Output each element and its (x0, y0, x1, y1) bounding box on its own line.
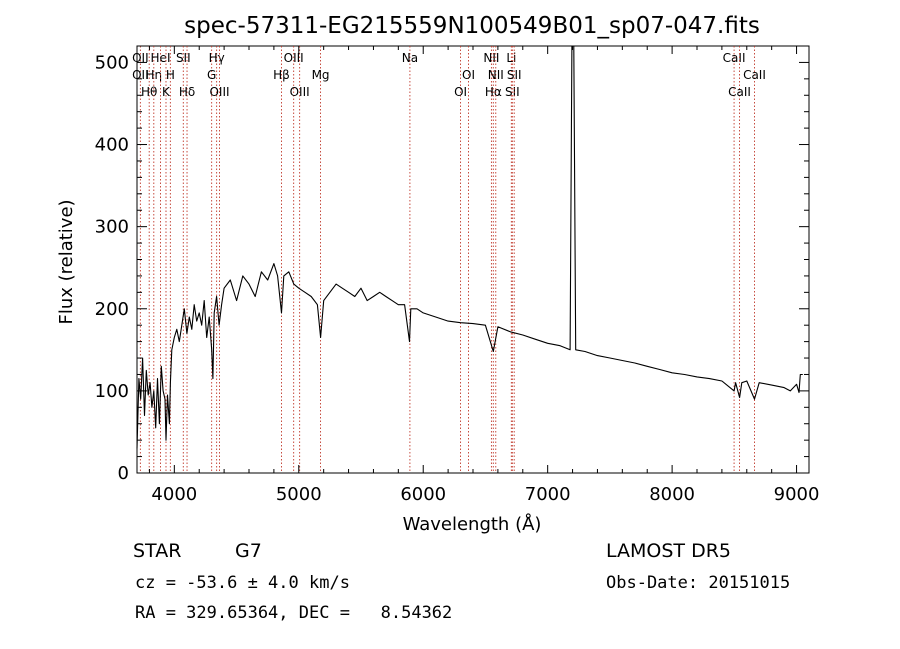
line-marker-label: Li (506, 51, 516, 65)
line-marker-label: K (162, 85, 171, 99)
ra-dec-coordinates: RA = 329.65364, DEC = 8.54362 (135, 603, 453, 623)
line-marker-label: Hγ (209, 51, 225, 65)
x-tick-label: 9000 (774, 484, 820, 505)
observation-date: Obs-Date: 20151015 (606, 573, 791, 593)
y-tick-label: 500 (95, 52, 129, 73)
line-marker-label: H (166, 68, 175, 82)
y-axis-label: Flux (relative) (56, 199, 77, 324)
y-tick-label: 400 (95, 135, 129, 156)
line-marker-label: G (207, 68, 216, 82)
line-marker-label: SII (505, 85, 520, 99)
line-marker-label: Hδ (179, 85, 195, 99)
plot-frame (136, 45, 810, 474)
line-marker-label: OI (462, 68, 475, 82)
x-axis-label: Wavelength (Å) (403, 513, 542, 535)
line-marker-label: OIII (290, 85, 310, 99)
y-tick-label: 100 (95, 381, 129, 402)
x-tick-label: 6000 (400, 484, 446, 505)
chart-title: spec-57311-EG215559N100549B01_sp07-047.f… (184, 13, 760, 39)
line-marker-label: CaII (723, 51, 746, 65)
y-tick-label: 0 (118, 463, 129, 484)
survey-name: LAMOST DR5 (606, 540, 731, 562)
x-tick-label: 8000 (649, 484, 695, 505)
line-marker-label: NII (483, 51, 499, 65)
line-marker-label: Hα (485, 85, 502, 99)
line-marker-label: SII (507, 68, 522, 82)
line-marker-label: Mg (312, 68, 330, 82)
line-marker-label: OII (132, 68, 149, 82)
x-tick-label: 4000 (151, 484, 197, 505)
line-marker-label: HeI (151, 51, 171, 65)
line-marker-label: OI (454, 85, 467, 99)
line-marker-label: Hθ (141, 85, 157, 99)
line-marker-label: SII (176, 51, 191, 65)
line-marker-label: Hη (145, 68, 162, 82)
spectrum-series-line (136, 45, 803, 449)
line-marker-label: Na (402, 51, 418, 65)
redshift-cz: cz = -53.6 ± 4.0 km/s (135, 573, 350, 593)
line-marker-label: Hβ (273, 68, 290, 82)
object-subclass: G7 (235, 540, 262, 562)
plot-area: OIIOIIHθHηHeIKHSIIHδGHγOIIIHβOIIIOIIIMgN… (95, 45, 820, 505)
line-marker-label: OIII (209, 85, 229, 99)
line-marker-label: OII (132, 51, 149, 65)
object-class: STAR (133, 540, 182, 562)
line-marker-label: NII (488, 68, 504, 82)
line-marker-label: CaII (743, 68, 766, 82)
x-tick-label: 5000 (276, 484, 322, 505)
y-tick-label: 200 (95, 299, 129, 320)
line-marker-label: CaII (728, 85, 751, 99)
x-tick-label: 7000 (525, 484, 571, 505)
line-marker-label: OIII (284, 51, 304, 65)
y-tick-label: 300 (95, 217, 129, 238)
